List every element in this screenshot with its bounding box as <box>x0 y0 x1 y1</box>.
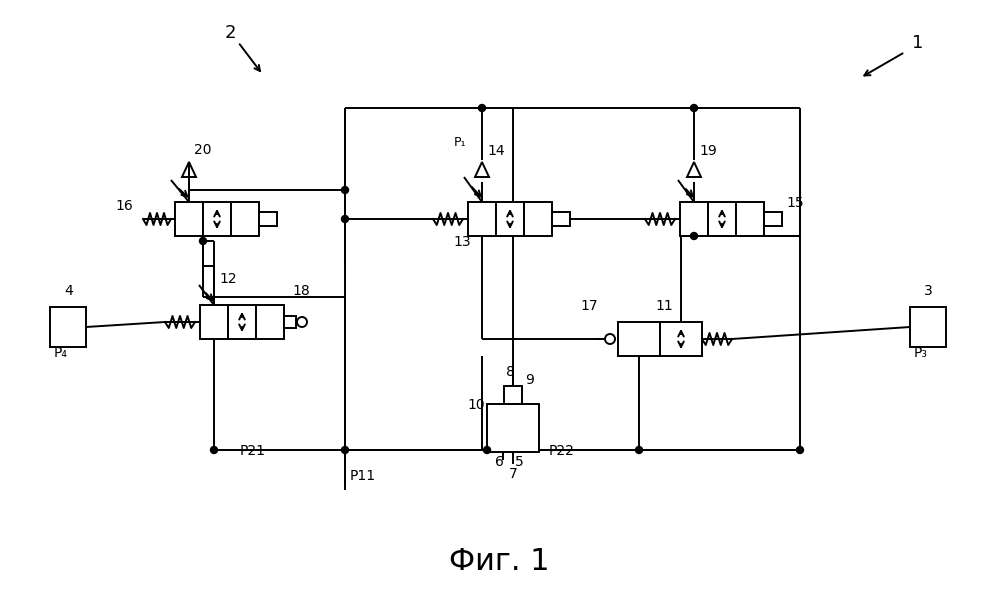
Text: 14: 14 <box>487 144 504 158</box>
Text: 2: 2 <box>225 24 237 42</box>
Circle shape <box>200 238 207 244</box>
Text: 4: 4 <box>64 284 73 298</box>
Circle shape <box>690 104 697 112</box>
Bar <box>203 202 231 236</box>
Text: 1: 1 <box>912 34 923 52</box>
Bar <box>200 305 228 339</box>
Text: 18: 18 <box>292 284 310 298</box>
Circle shape <box>484 447 491 454</box>
Bar <box>504 386 522 404</box>
Text: P₄: P₄ <box>54 346 68 360</box>
Text: 10: 10 <box>467 398 485 412</box>
Text: 3: 3 <box>924 284 933 298</box>
Bar <box>660 322 702 356</box>
Text: 6: 6 <box>495 455 503 469</box>
Bar <box>524 202 552 236</box>
Text: P22: P22 <box>549 444 574 458</box>
Text: 17: 17 <box>580 299 597 313</box>
Bar <box>50 307 86 347</box>
Text: 13: 13 <box>453 235 471 249</box>
Text: 20: 20 <box>194 143 212 157</box>
Text: 19: 19 <box>699 144 716 158</box>
Circle shape <box>342 447 349 454</box>
Bar <box>259 212 277 226</box>
Bar <box>468 202 496 236</box>
Text: 11: 11 <box>655 299 672 313</box>
Circle shape <box>342 186 349 194</box>
Bar <box>231 202 259 236</box>
Circle shape <box>479 104 486 112</box>
Text: 12: 12 <box>219 272 237 286</box>
Circle shape <box>211 447 218 454</box>
Bar <box>708 202 736 236</box>
Text: P21: P21 <box>240 444 266 458</box>
Circle shape <box>635 447 642 454</box>
Bar <box>228 305 256 339</box>
Text: 8: 8 <box>506 365 514 379</box>
Bar <box>175 202 203 236</box>
Text: 16: 16 <box>115 199 133 213</box>
Text: 9: 9 <box>525 373 533 387</box>
Bar <box>552 212 570 226</box>
Bar <box>284 316 296 328</box>
Text: P₁: P₁ <box>454 136 467 149</box>
Text: P11: P11 <box>350 469 377 483</box>
Bar <box>487 404 539 452</box>
Circle shape <box>796 447 803 454</box>
Bar <box>764 212 782 226</box>
Bar <box>496 202 524 236</box>
Circle shape <box>690 232 697 240</box>
Bar <box>618 322 660 356</box>
Circle shape <box>342 215 349 222</box>
Text: Фиг. 1: Фиг. 1 <box>449 548 549 576</box>
Bar <box>910 307 946 347</box>
Text: 5: 5 <box>515 455 523 469</box>
Bar <box>256 305 284 339</box>
Bar <box>736 202 764 236</box>
Text: P₃: P₃ <box>914 346 928 360</box>
Text: 15: 15 <box>786 196 803 210</box>
Bar <box>680 202 708 236</box>
Text: 7: 7 <box>509 467 517 481</box>
